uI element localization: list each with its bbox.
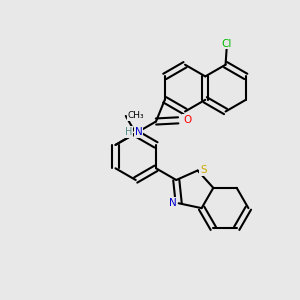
Text: CH₃: CH₃ [127,112,144,121]
Text: N: N [135,127,142,137]
Text: N: N [169,198,176,208]
Text: O: O [183,115,191,125]
Text: H: H [124,127,132,137]
Text: Cl: Cl [221,39,232,49]
Text: S: S [200,166,207,176]
